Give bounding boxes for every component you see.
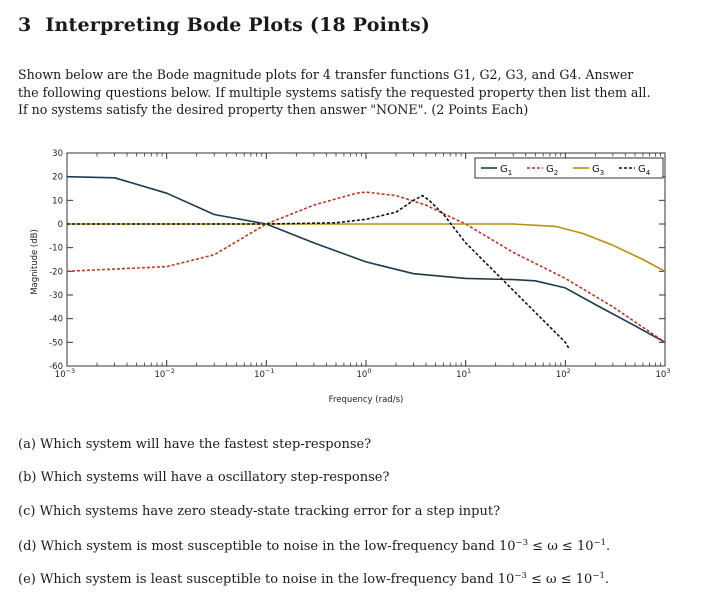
x-tick-label: 102: [556, 367, 571, 380]
section-heading: 3 Interpreting Bode Plots (18 Points): [18, 14, 430, 36]
question-d-label: (d): [18, 539, 37, 554]
y-tick-label: -60: [49, 362, 63, 372]
series-line-g2: [66, 191, 666, 343]
question-e-label: (e): [18, 572, 36, 587]
y-tick-label: -20: [49, 267, 63, 277]
question-c-label: (c): [18, 504, 36, 519]
legend-label-g3: G3: [592, 164, 604, 177]
y-tick-label: 0: [58, 220, 63, 230]
instructions-line-2: the following questions below. If multip…: [18, 84, 651, 100]
y-tick-label: 10: [52, 196, 63, 206]
question-d: (d) Which system is most susceptible to …: [18, 538, 610, 554]
plot-frame: [66, 152, 666, 367]
instructions-line-1: Shown below are the Bode magnitude plots…: [18, 67, 634, 82]
question-d-text: Which system is most susceptible to nois…: [40, 538, 611, 554]
legend-label-g1: G1: [500, 164, 512, 177]
series-line-g4: [67, 194, 571, 350]
instructions: Shown below are the Bode magnitude plots…: [18, 66, 690, 119]
y-tick-label: 20: [52, 173, 63, 183]
question-a-label: (a): [18, 437, 36, 452]
x-tick-label: 100: [357, 367, 372, 380]
series-line-g1: [66, 175, 666, 344]
x-tick-label: 10−1: [254, 367, 274, 380]
legend-label-g2: G2: [546, 164, 558, 177]
question-a: (a) Which system will have the fastest s…: [18, 437, 371, 452]
section-number: 3: [18, 14, 32, 36]
y-axis-label: Magnitude (dB): [30, 229, 40, 295]
y-tick-label: -40: [49, 315, 63, 325]
question-a-text: Which system will have the fastest step-…: [40, 437, 372, 452]
x-tick-label: 101: [456, 367, 471, 380]
y-tick-label: -30: [49, 291, 63, 301]
legend-label-g4: G4: [638, 164, 651, 177]
question-e-text: Which system is least susceptible to noi…: [39, 571, 609, 587]
x-tick-label: 103: [656, 367, 671, 380]
series-line-g3: [67, 223, 666, 273]
question-c-text: Which systems have zero steady-state tra…: [39, 504, 501, 519]
question-c: (c) Which systems have zero steady-state…: [18, 504, 500, 519]
y-tick-label: 30: [52, 149, 63, 159]
y-tick-label: -50: [49, 338, 63, 348]
legend-box: [474, 157, 664, 179]
question-b-text: Which systems will have a oscillatory st…: [40, 470, 390, 485]
y-tick-label: -10: [49, 244, 63, 254]
question-b: (b) Which systems will have a oscillator…: [18, 470, 389, 485]
question-e: (e) Which system is least susceptible to…: [18, 571, 609, 587]
question-b-label: (b): [18, 470, 37, 485]
x-tick-label: 10−3: [55, 367, 75, 380]
instructions-line-3: If no systems satisfy the desired proper…: [18, 102, 529, 117]
x-tick-label: 10−2: [154, 367, 174, 380]
section-title: Interpreting Bode Plots (18 Points): [45, 14, 431, 36]
x-axis-label: Frequency (rad/s): [329, 395, 404, 405]
